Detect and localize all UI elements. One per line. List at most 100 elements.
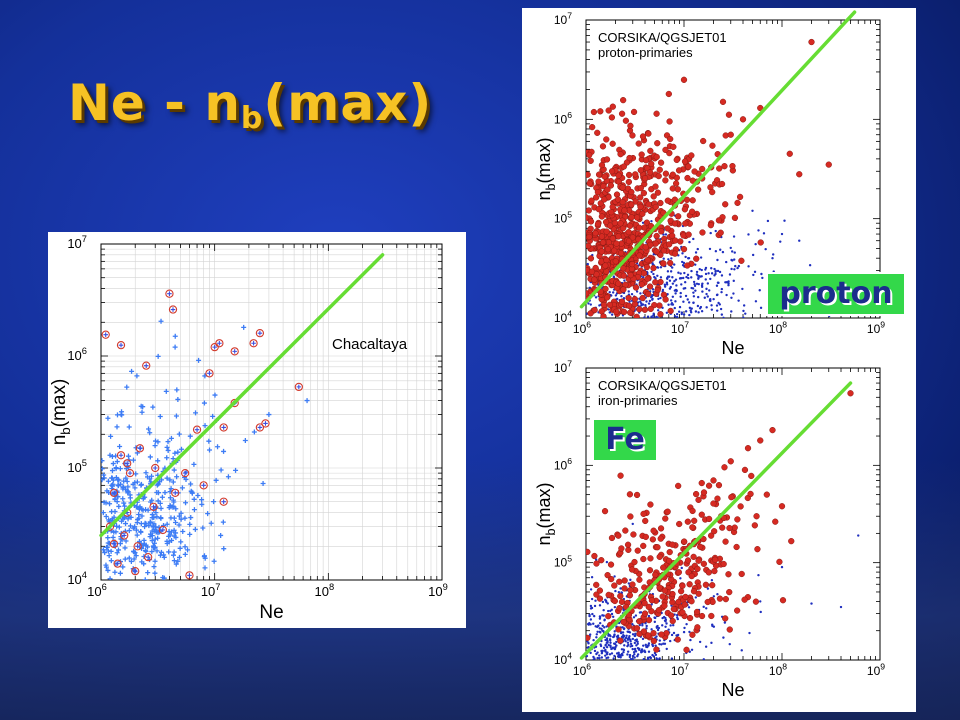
scatter-plus	[101, 477, 105, 483]
scatter-dot	[589, 588, 593, 591]
scatter-dot	[632, 616, 636, 619]
scatter-point	[615, 233, 622, 240]
scatter-plus	[150, 523, 156, 529]
scatter-point	[641, 175, 649, 182]
scatter-point	[658, 631, 665, 638]
scatter-dot	[696, 247, 699, 251]
scatter-point	[609, 103, 616, 110]
scatter-dot	[605, 656, 608, 660]
scatter-circled-plus	[212, 344, 217, 350]
scatter-dot	[588, 622, 591, 625]
scatter-dot	[589, 618, 593, 621]
scatter-dot	[588, 613, 591, 617]
scatter-dot	[732, 235, 736, 238]
scatter-dot	[734, 264, 737, 268]
scatter-plus	[168, 435, 174, 441]
scatter-dot	[664, 233, 668, 236]
scatter-dot	[728, 273, 732, 276]
scatter-point	[646, 283, 654, 290]
scatter-point	[725, 571, 732, 578]
scatter-plus	[117, 466, 123, 472]
scatter-plus	[114, 459, 120, 465]
scatter-plus	[134, 532, 140, 538]
scatter-plus	[134, 373, 140, 379]
scatter-point	[737, 503, 744, 510]
scatter-plus	[149, 549, 155, 555]
scatter-point	[680, 232, 687, 239]
scatter-point	[731, 214, 739, 222]
scatter-plus	[111, 514, 117, 520]
scatter-dot	[645, 627, 648, 630]
scatter-point	[669, 232, 676, 239]
scatter-dot	[645, 645, 648, 649]
scatter-dot	[644, 643, 647, 647]
scatter-point	[626, 592, 634, 599]
scatter-dot	[667, 628, 670, 631]
scatter-plus	[117, 444, 123, 450]
scatter-point	[719, 98, 727, 105]
scatter-circled-plus	[118, 342, 124, 348]
scatter-dot	[727, 280, 730, 283]
scatter-point	[664, 197, 671, 204]
scatter-dot	[602, 608, 605, 612]
scatter-point	[720, 560, 727, 568]
scatter-point	[599, 239, 607, 246]
scatter-dot	[604, 644, 607, 647]
scatter-dot	[604, 638, 607, 642]
scatter-dot	[598, 615, 602, 618]
scatter-circled-plus	[111, 490, 117, 496]
scatter-dot	[679, 272, 682, 275]
scatter-plus	[143, 507, 149, 513]
scatter-point	[619, 184, 626, 191]
scatter-point	[628, 201, 635, 208]
scatter-dot	[630, 292, 634, 296]
scatter-circled-plus	[187, 573, 192, 578]
scatter-point	[694, 565, 701, 573]
scatter-point	[629, 234, 636, 241]
scatter-point	[709, 582, 716, 589]
scatter-point	[695, 496, 702, 504]
scatter-dot	[612, 635, 615, 639]
scatter-point	[769, 426, 776, 434]
scatter-dot	[592, 614, 596, 618]
scatter-dot	[673, 263, 676, 266]
scatter-point	[727, 458, 734, 465]
scatter-dot	[685, 275, 688, 279]
scatter-point	[680, 76, 688, 83]
scatter-plus	[152, 536, 158, 542]
scatter-point	[734, 199, 741, 207]
scatter-dot	[679, 295, 682, 298]
scatter-dot	[732, 292, 735, 295]
x-tick-label: 107	[671, 320, 689, 336]
scatter-plus	[154, 489, 160, 495]
scatter-dot	[694, 251, 698, 254]
scatter-dot	[589, 651, 592, 655]
scatter-dot	[595, 625, 599, 629]
scatter-dot	[589, 303, 592, 306]
scatter-plus	[158, 549, 164, 555]
scatter-dot	[659, 266, 663, 269]
scatter-dot	[752, 273, 755, 277]
scatter-dot	[690, 276, 693, 279]
scatter-dot	[663, 285, 667, 288]
scatter-point	[654, 189, 662, 196]
scatter-plus	[211, 558, 217, 564]
scatter-dot	[639, 611, 643, 614]
scatter-point	[712, 556, 719, 563]
scatter-plus	[101, 466, 105, 472]
scatter-plus	[162, 490, 168, 496]
scatter-circled	[120, 531, 129, 540]
scatter-plus	[146, 426, 152, 432]
scatter-plus	[151, 564, 157, 570]
scatter-plus	[103, 500, 109, 506]
scatter-dot	[737, 264, 741, 268]
scatter-dot	[740, 649, 743, 652]
scatter-plus	[175, 449, 181, 455]
scatter-point	[622, 117, 630, 124]
scatter-dot	[759, 306, 763, 310]
scatter-circled-plus	[152, 465, 158, 471]
scatter-plus	[151, 540, 157, 546]
scatter-point	[733, 543, 740, 551]
scatter-dot	[681, 260, 684, 264]
scatter-dot	[652, 316, 655, 318]
